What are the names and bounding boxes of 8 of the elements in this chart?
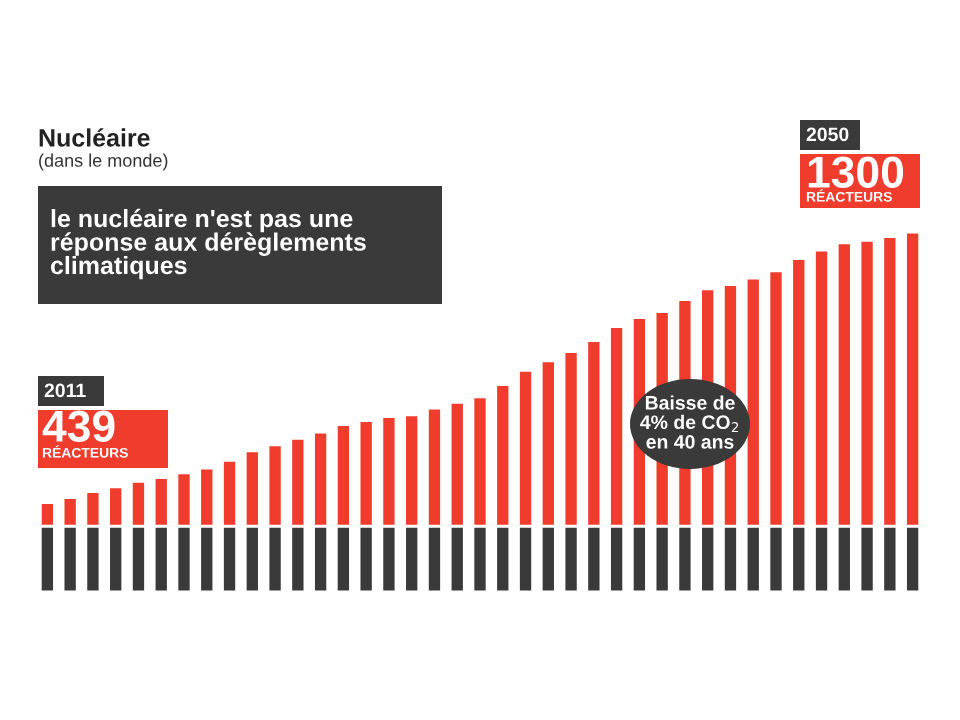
text: 2050: [806, 127, 849, 142]
annotation: Baisse de 4% de CO$_{2}$ en 40 ans: [640, 395, 739, 449]
annotation: le nucléaire n'est pas une réponse aux dérèglements climatiques: [50, 208, 366, 280]
annotation: 439: [42, 410, 115, 442]
chart-subtitle: (dans le monde): [39, 153, 168, 171]
chart-title: Nucléaire: [39, 128, 150, 147]
annotation: 2011: [44, 383, 86, 398]
text: 1300: [808, 156, 904, 188]
